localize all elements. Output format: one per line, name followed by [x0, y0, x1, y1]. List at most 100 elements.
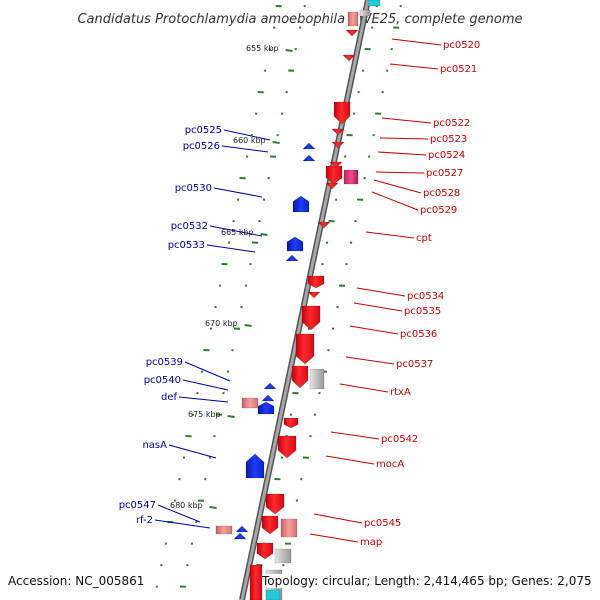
scale-marks: 655 kbp 660 kbp 665 kbp 670 kbp 675 kbp 680 k… [170, 44, 293, 510]
gene-label-pc0539[interactable]: pc0539 [146, 357, 183, 368]
leader-line [377, 151, 427, 156]
gene-feature [285, 254, 299, 262]
gene-feature [302, 154, 316, 162]
gene-label-pc0540[interactable]: pc0540 [144, 375, 181, 386]
leader-line [168, 444, 217, 459]
leader-line [356, 287, 406, 297]
gene-feature [215, 525, 233, 535]
leader-line [178, 396, 229, 403]
leader-line [375, 171, 425, 174]
leader-line [184, 361, 231, 382]
gene-feature [263, 382, 277, 390]
leader-line [213, 187, 263, 198]
gene-feature [283, 417, 299, 429]
gene-feature [309, 368, 325, 390]
gene-label-pc0527[interactable]: pc0527 [426, 168, 463, 179]
accession-label: Accession: NC_005861 [8, 574, 145, 588]
gene-label-pc0526[interactable]: pc0526 [183, 141, 220, 152]
gene-feature [265, 493, 285, 515]
gene-label-def[interactable]: def [161, 392, 178, 403]
gene-label-pc0525[interactable]: pc0525 [185, 125, 222, 136]
gene-label-pc0534[interactable]: pc0534 [407, 291, 444, 302]
gene-label-rtxA[interactable]: rtxA [390, 387, 411, 398]
gene-label-pc0536[interactable]: pc0536 [400, 329, 437, 340]
gene-feature [347, 11, 359, 27]
gene-label-cpt[interactable]: cpt [416, 233, 432, 244]
forward-strand-labels: pc0520 pc0521 pc0522 pc0523 pc0524 pc0527 pc05… [360, 40, 480, 548]
genome-backbone-highlight [240, 0, 370, 600]
gene-label-pc0535[interactable]: pc0535 [404, 306, 441, 317]
gene-label-pc0533[interactable]: pc0533 [168, 240, 205, 251]
leader-line [365, 231, 415, 239]
gene-features [215, 0, 381, 600]
gene-feature [291, 365, 309, 389]
gene-feature [274, 548, 292, 564]
leader-line [157, 504, 201, 523]
gene-label-pc0522[interactable]: pc0522 [433, 118, 470, 129]
gene-feature [342, 54, 356, 62]
gene-label-mocA[interactable]: mocA [376, 459, 404, 470]
scale-mark-tick [272, 141, 280, 144]
leader-line [206, 244, 256, 253]
gene-label-nasA[interactable]: nasA [142, 440, 167, 451]
gene-feature [256, 542, 274, 560]
leader-line [313, 513, 363, 524]
reverse-strand-labels: pc0525 pc0526 pc0530 pc0532 pc0533 pc0539 pc05… [119, 125, 222, 526]
leader-line [391, 38, 442, 46]
topology-label: Topology: circular; Length: 2,414,465 bp… [262, 574, 592, 588]
gene-label-pc0537[interactable]: pc0537 [396, 359, 433, 370]
gene-feature [317, 221, 331, 229]
gene-label-map[interactable]: map [360, 537, 382, 548]
gene-feature [307, 291, 321, 299]
gene-label-pc0524[interactable]: pc0524 [428, 150, 465, 161]
leader-line [389, 63, 439, 70]
leader-line [345, 356, 395, 365]
scale-mark-tick [244, 324, 252, 327]
gene-label-pc0547[interactable]: pc0547 [119, 500, 156, 511]
gene-feature [345, 29, 359, 37]
leader-line [223, 129, 271, 141]
leader-line [325, 455, 375, 465]
gene-label-pc0529[interactable]: pc0529 [420, 205, 457, 216]
gene-feature [343, 169, 359, 185]
gene-label-rf-2[interactable]: rf-2 [136, 515, 153, 526]
scale-mark-label: 670 kbp [205, 319, 238, 328]
gene-feature [329, 161, 343, 169]
gene-feature [307, 275, 325, 289]
leader-line [373, 179, 422, 194]
gene-feature [333, 101, 351, 125]
gene-label-pc0532[interactable]: pc0532 [171, 221, 208, 232]
leader-line [353, 302, 403, 312]
gene-feature [331, 141, 345, 149]
leader-line [349, 325, 399, 335]
leader-line [182, 379, 229, 391]
gene-label-pc0521[interactable]: pc0521 [440, 64, 477, 75]
scale-mark-label: 675 kbp [188, 410, 221, 419]
gene-feature [325, 182, 339, 190]
leader-line [209, 225, 263, 237]
gene-label-pc0545[interactable]: pc0545 [364, 518, 401, 529]
gene-label-pc0523[interactable]: pc0523 [430, 134, 467, 145]
gene-feature [257, 401, 275, 415]
gene-feature [302, 142, 316, 150]
gene-feature [241, 397, 259, 409]
map-title: Candidatus Protochlamydia amoebophila UW… [77, 12, 522, 27]
gene-label-pc0542[interactable]: pc0542 [381, 434, 418, 445]
gene-feature [301, 305, 321, 331]
gene-label-pc0530[interactable]: pc0530 [175, 183, 212, 194]
scale-mark-tick [227, 415, 235, 418]
leader-line [221, 145, 269, 153]
gene-feature [359, 9, 371, 17]
scale-mark-label: 665 kbp [221, 228, 254, 237]
scale-mark-label: 655 kbp [246, 44, 279, 53]
gene-feature [292, 195, 310, 213]
leader-line [154, 519, 211, 529]
gene-label-pc0528[interactable]: pc0528 [423, 188, 460, 199]
gene-feature [325, 165, 343, 185]
leader-line [339, 383, 389, 393]
leader-line [330, 431, 380, 440]
gene-feature [367, 0, 381, 7]
gene-feature [265, 589, 281, 600]
gene-feature [295, 333, 315, 365]
gene-label-pc0520[interactable]: pc0520 [443, 40, 480, 51]
